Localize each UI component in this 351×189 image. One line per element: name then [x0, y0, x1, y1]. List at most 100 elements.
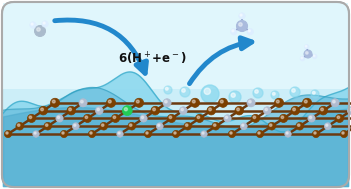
Circle shape — [5, 130, 12, 138]
Circle shape — [237, 20, 247, 32]
Circle shape — [308, 115, 315, 122]
Circle shape — [311, 90, 319, 98]
Circle shape — [286, 132, 288, 134]
Circle shape — [31, 23, 33, 25]
Circle shape — [151, 106, 160, 115]
Circle shape — [285, 131, 291, 137]
Circle shape — [342, 132, 344, 134]
Circle shape — [97, 108, 99, 111]
Circle shape — [242, 124, 244, 126]
Circle shape — [274, 98, 284, 107]
Circle shape — [251, 114, 260, 122]
Circle shape — [263, 107, 271, 115]
Circle shape — [239, 23, 242, 26]
Circle shape — [247, 99, 255, 107]
Circle shape — [179, 107, 187, 115]
Circle shape — [42, 21, 48, 27]
Circle shape — [43, 22, 45, 24]
Circle shape — [100, 122, 108, 130]
Circle shape — [134, 98, 144, 107]
Circle shape — [279, 114, 287, 122]
Circle shape — [270, 124, 272, 126]
Circle shape — [85, 116, 88, 119]
Circle shape — [309, 116, 312, 119]
Circle shape — [312, 91, 315, 94]
Circle shape — [122, 106, 132, 115]
Circle shape — [291, 106, 300, 115]
Circle shape — [319, 106, 327, 115]
Circle shape — [258, 132, 260, 134]
Circle shape — [293, 108, 296, 111]
Circle shape — [81, 100, 83, 103]
Circle shape — [229, 130, 236, 138]
Circle shape — [231, 29, 237, 35]
Circle shape — [220, 100, 223, 103]
Circle shape — [84, 114, 92, 122]
Circle shape — [224, 115, 231, 122]
Circle shape — [314, 132, 316, 134]
Circle shape — [331, 99, 339, 107]
Circle shape — [312, 54, 317, 59]
Circle shape — [144, 130, 152, 138]
Circle shape — [218, 98, 227, 107]
Circle shape — [201, 131, 207, 137]
Circle shape — [130, 124, 132, 126]
Circle shape — [239, 13, 245, 19]
Circle shape — [201, 85, 219, 103]
Circle shape — [128, 122, 135, 130]
Circle shape — [326, 124, 328, 126]
Circle shape — [29, 116, 32, 119]
Circle shape — [191, 98, 200, 107]
Circle shape — [300, 56, 305, 61]
Circle shape — [79, 99, 87, 107]
Circle shape — [303, 98, 312, 107]
Circle shape — [230, 132, 232, 134]
Circle shape — [34, 26, 46, 36]
Circle shape — [169, 116, 172, 119]
Circle shape — [172, 130, 180, 138]
Circle shape — [304, 100, 307, 103]
Circle shape — [185, 124, 188, 126]
Circle shape — [124, 108, 127, 111]
Circle shape — [182, 89, 185, 92]
Circle shape — [321, 108, 324, 111]
Circle shape — [247, 29, 253, 35]
Circle shape — [60, 130, 68, 138]
Circle shape — [237, 108, 239, 111]
Circle shape — [141, 116, 144, 119]
Circle shape — [235, 106, 244, 115]
Circle shape — [180, 87, 190, 97]
Circle shape — [90, 132, 92, 134]
Circle shape — [253, 116, 256, 119]
Circle shape — [292, 89, 295, 92]
Circle shape — [6, 132, 8, 134]
Text: 6(H$^+$+e$^-$): 6(H$^+$+e$^-$) — [118, 51, 187, 67]
Circle shape — [301, 57, 303, 59]
Circle shape — [336, 114, 344, 122]
Circle shape — [118, 132, 120, 134]
Circle shape — [174, 132, 176, 134]
Circle shape — [232, 30, 234, 32]
Circle shape — [249, 100, 251, 103]
Circle shape — [164, 86, 172, 94]
Circle shape — [95, 107, 103, 115]
Circle shape — [248, 30, 250, 32]
Circle shape — [337, 116, 340, 119]
Circle shape — [265, 108, 267, 111]
Circle shape — [111, 114, 120, 122]
FancyArrowPatch shape — [190, 38, 252, 84]
FancyBboxPatch shape — [2, 2, 349, 187]
FancyArrowPatch shape — [55, 20, 146, 73]
Circle shape — [297, 124, 300, 126]
Circle shape — [184, 122, 192, 130]
Circle shape — [281, 116, 284, 119]
Circle shape — [163, 99, 171, 107]
Circle shape — [136, 100, 139, 103]
Circle shape — [231, 93, 235, 97]
Circle shape — [72, 123, 79, 130]
Circle shape — [117, 131, 123, 137]
Circle shape — [240, 14, 242, 16]
Circle shape — [296, 122, 304, 130]
Circle shape — [67, 106, 75, 115]
Circle shape — [34, 132, 36, 134]
